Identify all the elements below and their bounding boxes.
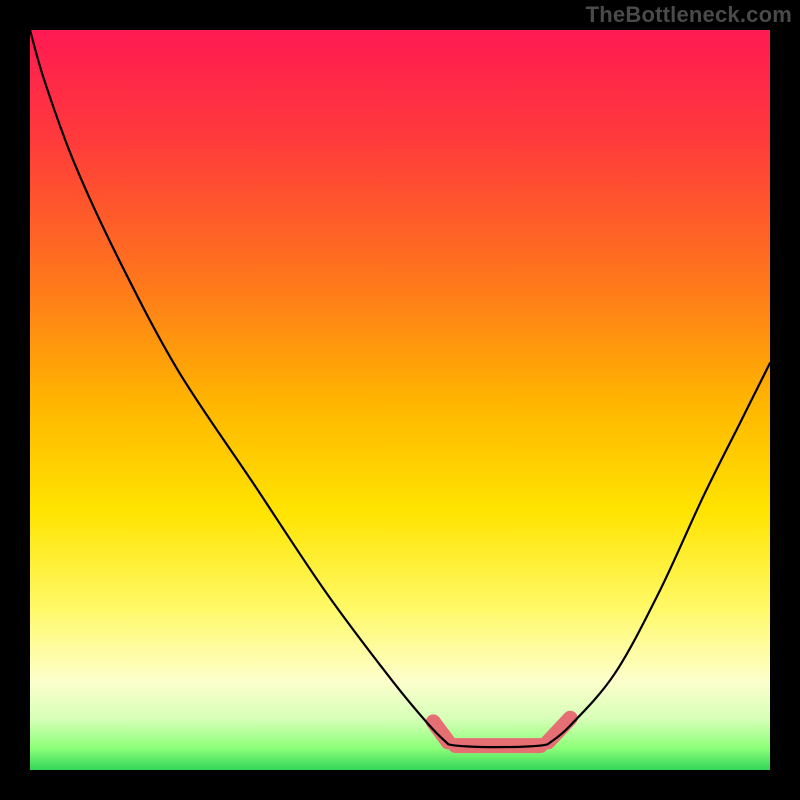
gradient-background bbox=[30, 30, 770, 770]
chart-svg bbox=[0, 0, 800, 800]
bottleneck-chart: TheBottleneck.com bbox=[0, 0, 800, 800]
